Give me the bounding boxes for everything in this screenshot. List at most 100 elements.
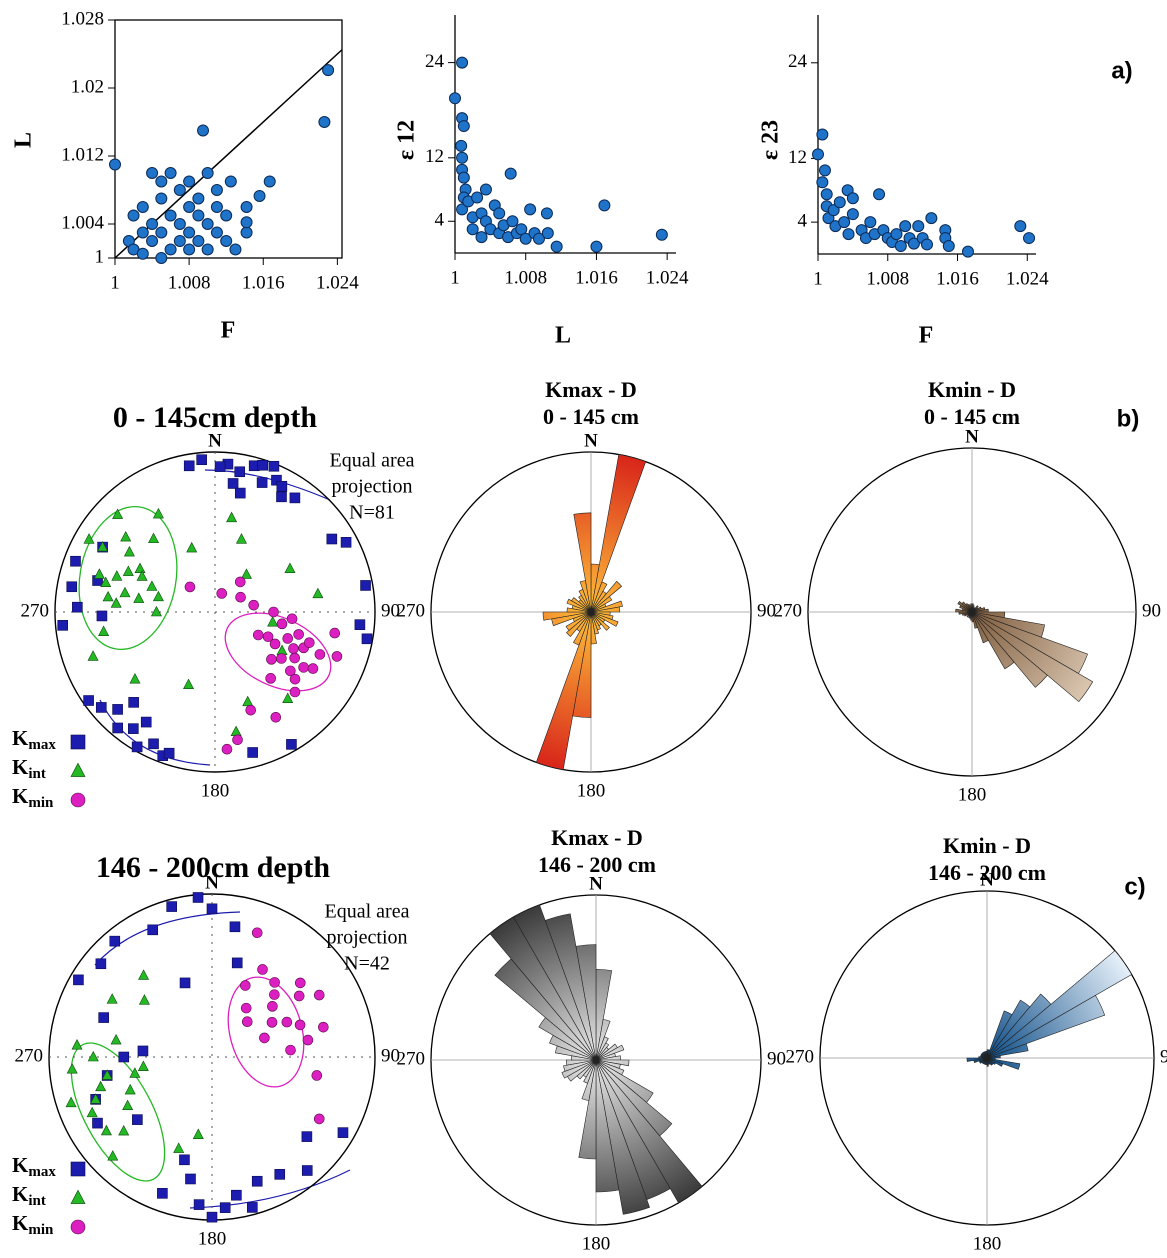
data-point [123,545,135,557]
data-point [235,591,246,603]
data-point [107,1150,119,1161]
data-point [274,1169,286,1180]
data-point [95,958,107,970]
data-point [263,175,276,188]
direction-label: N [205,872,219,893]
data-point [301,1165,313,1176]
data-point [262,631,274,643]
data-point [184,581,196,593]
rose-petal [544,913,597,1061]
data-point [456,151,469,164]
data-point [307,663,319,674]
rose-petal [970,603,973,613]
data-point [314,649,326,660]
data-point [96,610,108,622]
data-point [276,491,287,503]
data-point [655,228,668,241]
great-circle [189,1169,351,1209]
data-point [137,1045,149,1057]
y-tick-label: 1.012 [61,144,104,165]
data-point [519,232,532,245]
data-point [231,1189,242,1201]
data-point [864,216,877,229]
x-tick-label: 1.008 [504,267,547,288]
data-point [289,492,301,504]
data-point [148,532,160,544]
data-point [252,629,264,641]
y-tick-label: 4 [435,210,445,231]
data-point [873,188,886,201]
rose-petal [513,904,597,1061]
data-point [227,478,239,489]
data-point [71,1039,83,1050]
data-point [100,576,112,588]
confidence-ellipse [78,505,178,651]
y-tick-label: 24 [788,51,808,72]
data-point [183,175,196,188]
data-point [118,1124,130,1136]
direction-label: 90 [381,600,400,621]
data-point [201,243,214,256]
data-point [164,243,177,256]
data-point [109,935,121,947]
data-point [73,974,84,986]
rose-petal [966,1057,988,1062]
data-point [816,176,829,189]
annotation: projection [331,476,412,498]
annotation: projection [326,927,407,949]
x-tick-label: 1 [813,268,823,289]
data-point [449,92,461,105]
rose-title: 146 - 200 cm [538,852,656,877]
data-point [257,459,268,471]
data-point [235,533,247,544]
data-point [894,240,907,253]
data-point [240,201,253,213]
data-point [179,1154,190,1166]
data-point [201,167,214,179]
data-point [590,240,603,253]
rose-petal [971,611,989,644]
data-point [268,606,279,618]
data-point [293,629,304,640]
stereonet-title: 0 - 145cm depth [113,401,317,434]
confidence-ellipse [70,1042,166,1182]
rose-petal [572,611,592,646]
data-point [318,116,331,128]
data-point [197,124,210,137]
data-point [493,207,506,220]
data-point [216,588,228,599]
data-point [183,226,196,239]
rose-petal [595,1059,703,1204]
data-point [136,226,149,239]
data-point [86,1106,98,1118]
data-point [267,1001,278,1012]
data-point [313,989,325,1001]
data-point [66,581,78,593]
data-point [136,247,149,260]
data-point [827,204,840,217]
data-point [136,201,149,213]
data-point [240,980,251,991]
data-point [286,613,298,625]
data-point [361,633,373,645]
data-point [240,1002,252,1014]
direction-label: 180 [201,780,230,801]
data-point [234,487,246,499]
data-point [234,466,246,478]
rose-petal [985,1051,988,1059]
data-point [134,562,146,574]
data-point [532,232,545,245]
data-point [267,616,279,627]
data-point [183,201,196,213]
data-point [110,597,122,608]
data-point [313,1113,325,1125]
direction-label: N [980,869,994,890]
data-point [70,762,86,777]
rose-petal [971,611,1015,670]
y-axis-label: ε 23 [758,120,784,160]
data-point [912,220,925,233]
data-point [146,218,159,230]
data-point [354,619,366,630]
direction-label: N [589,873,603,894]
